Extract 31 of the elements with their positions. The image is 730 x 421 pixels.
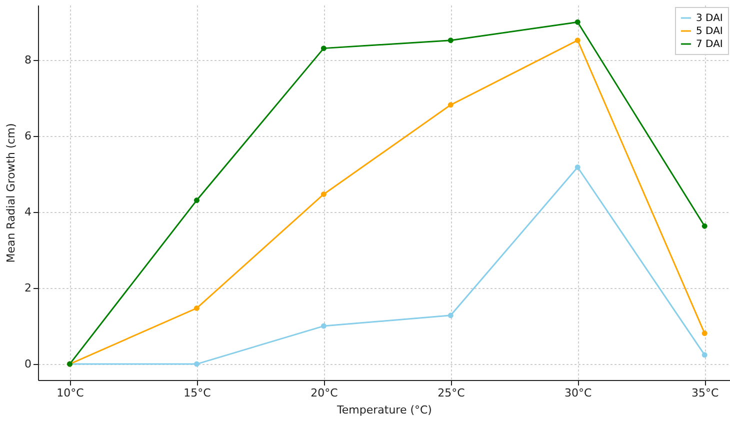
point [702, 352, 708, 358]
point [448, 312, 454, 318]
point [448, 102, 454, 108]
y-tick-label: 0 [24, 358, 32, 371]
point [574, 164, 580, 170]
y-axis-title: Mean Radial Growth (cm) [4, 123, 18, 263]
point [320, 323, 326, 329]
point [194, 305, 200, 311]
legend-label: 5 DAI [696, 26, 723, 37]
point [320, 46, 326, 52]
x-tick-label: 30°C [564, 386, 592, 400]
point [702, 330, 708, 336]
y-tick-label: 8 [24, 54, 32, 67]
point [574, 38, 580, 44]
point [320, 191, 326, 197]
x-tick-label: 15°C [184, 386, 212, 400]
x-axis-title: Temperature (°C) [336, 404, 432, 416]
y-tick-label: 2 [24, 282, 32, 295]
point [574, 19, 580, 25]
y-tick-label: 6 [24, 130, 32, 143]
x-tick-label: 10°C [56, 386, 84, 400]
point [702, 223, 708, 229]
x-tick-label: 25°C [438, 386, 466, 400]
legend-label: 3 DAI [696, 13, 723, 24]
y-tick-label: 4 [24, 206, 32, 219]
point [448, 38, 454, 44]
point [194, 361, 200, 367]
x-tick-label: 35°C [692, 386, 720, 400]
point [194, 198, 200, 204]
x-tick-label: 20°C [310, 386, 338, 400]
legend-label: 7 DAI [696, 39, 723, 50]
